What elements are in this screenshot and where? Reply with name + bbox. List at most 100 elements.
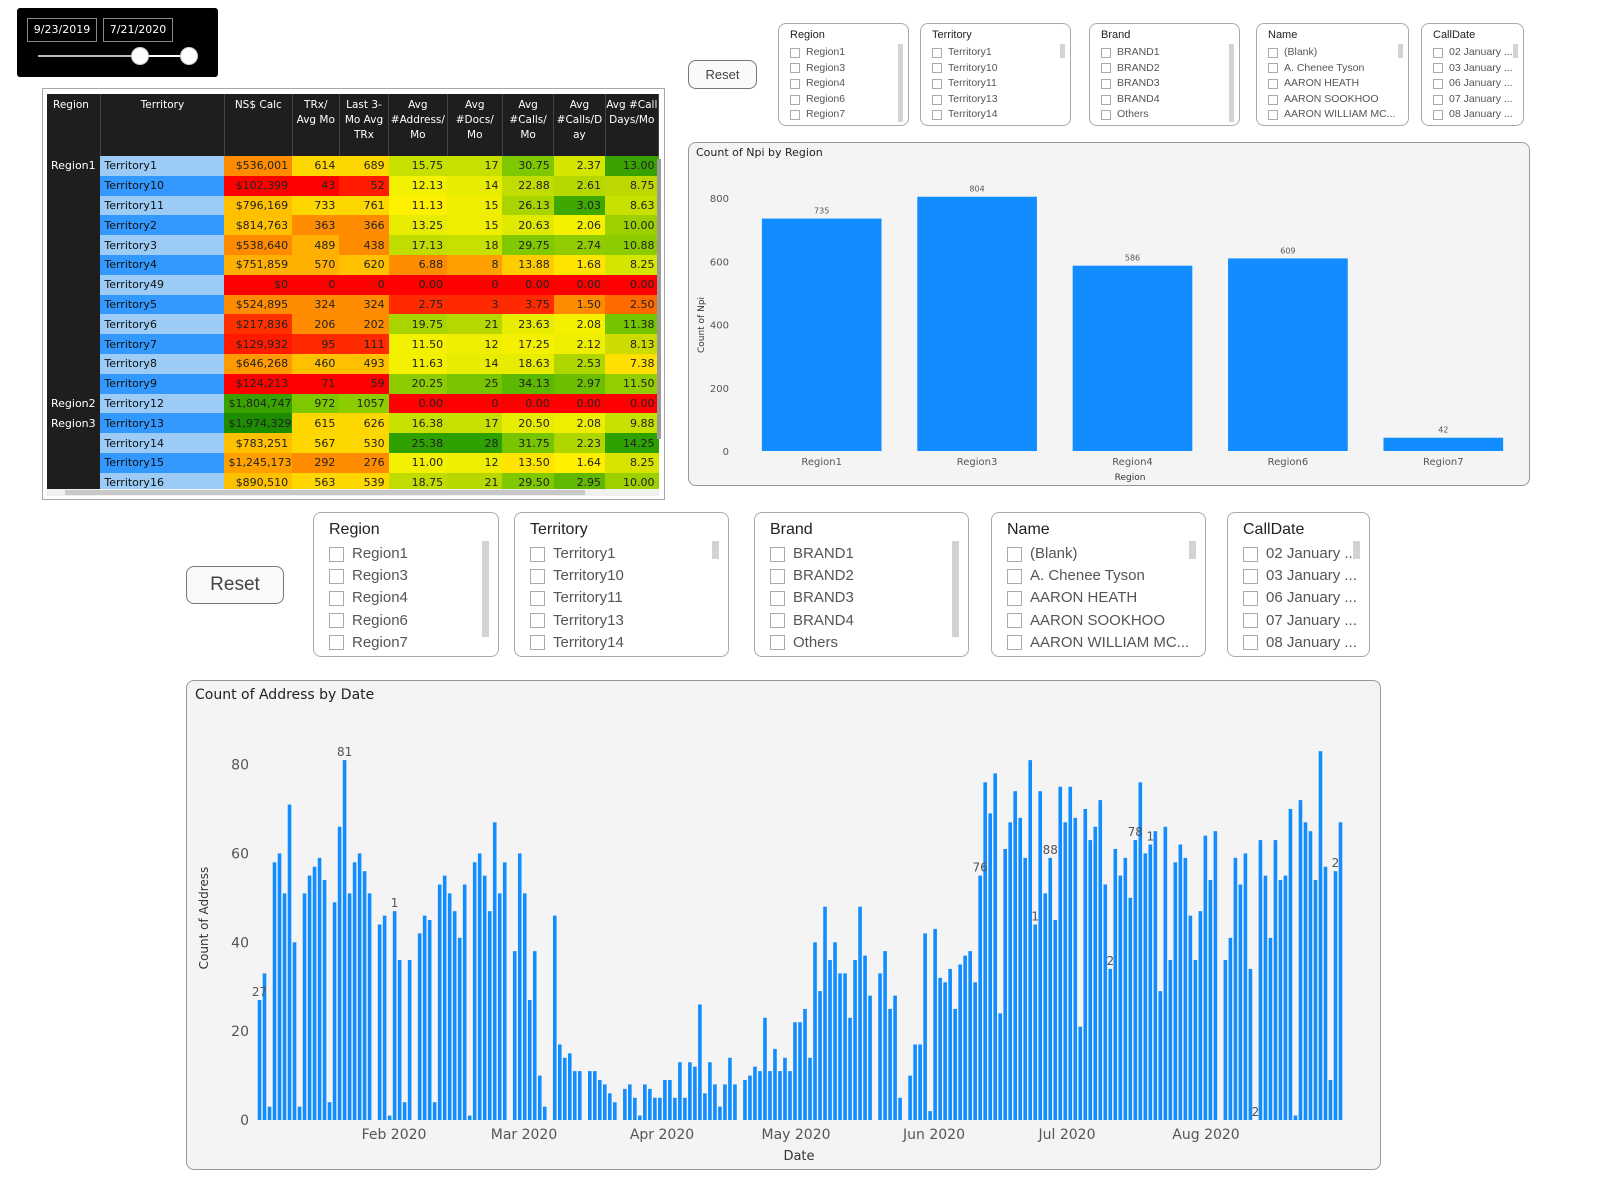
slicer-item[interactable]: 08 January ...	[1243, 632, 1357, 654]
checkbox-icon[interactable]	[932, 63, 942, 74]
slicer-item[interactable]: BRAND4	[1101, 92, 1160, 108]
slicer-item[interactable]: 06 January ...	[1243, 587, 1357, 609]
checkbox-icon[interactable]	[329, 635, 344, 651]
checkbox-icon[interactable]	[1433, 47, 1443, 58]
table-row[interactable]: Territory9 $124,213 71 59 20.25 25 34.13 2.97 11…	[47, 373, 659, 394]
checkbox-icon[interactable]	[1433, 94, 1443, 105]
checkbox-icon[interactable]	[530, 568, 545, 584]
checkbox-icon[interactable]	[1243, 590, 1258, 606]
checkbox-icon[interactable]	[1268, 63, 1278, 74]
matrix-header-6[interactable]: Avg #Docs/ Mo	[447, 94, 503, 156]
checkbox-icon[interactable]	[770, 546, 785, 562]
checkbox-icon[interactable]	[1268, 47, 1278, 58]
table-row[interactable]: Region3 Territory13 $1,974,329 615 626 16.38 1…	[47, 413, 659, 434]
slicer-item[interactable]: (Blank)	[1007, 543, 1189, 565]
table-row[interactable]: Territory49 $0 0 0 0.00 0 0.00 0.00 0.00	[47, 274, 659, 295]
slicer-item[interactable]: AARON HEATH	[1007, 587, 1189, 609]
matrix-header-4[interactable]: Last 3- Mo Avg TRx	[339, 94, 390, 156]
slicer-item[interactable]: Territory1	[932, 45, 998, 61]
slicer-item[interactable]: 06 January ...	[1433, 76, 1513, 92]
checkbox-icon[interactable]	[1101, 110, 1111, 121]
slicer-item[interactable]: Others	[1101, 107, 1160, 123]
slicer-item[interactable]: BRAND2	[770, 565, 854, 587]
slicer-scrollbar[interactable]	[1189, 541, 1196, 559]
checkbox-icon[interactable]	[770, 590, 785, 606]
slicer-item[interactable]: A. Chenee Tyson	[1007, 565, 1189, 587]
checkbox-icon[interactable]	[1007, 590, 1022, 606]
checkbox-icon[interactable]	[530, 590, 545, 606]
slicer-item[interactable]: Territory13	[530, 610, 624, 632]
slicer-item[interactable]: A. Chenee Tyson	[1268, 61, 1395, 77]
checkbox-icon[interactable]	[790, 63, 800, 74]
slicer-scrollbar[interactable]	[1229, 44, 1234, 122]
slicer-item[interactable]: Region1	[329, 543, 408, 565]
checkbox-icon[interactable]	[1243, 568, 1258, 584]
slicer-item[interactable]: Region7	[329, 632, 408, 654]
slicer-item[interactable]: BRAND3	[1101, 76, 1160, 92]
checkbox-icon[interactable]	[1101, 63, 1111, 74]
slicer-item[interactable]: Region1	[790, 45, 845, 61]
checkbox-icon[interactable]	[790, 110, 800, 121]
checkbox-icon[interactable]	[1268, 78, 1278, 89]
slicer-item[interactable]: Region4	[329, 587, 408, 609]
matrix-header-5[interactable]: Avg #Address/ Mo	[388, 94, 448, 156]
matrix-header-8[interactable]: Avg #Calls/D ay	[553, 94, 606, 156]
top-reset-button[interactable]: Reset	[688, 60, 757, 89]
slicer-item[interactable]: BRAND1	[770, 543, 854, 565]
checkbox-icon[interactable]	[790, 47, 800, 58]
slicer-item[interactable]: Territory11	[530, 587, 624, 609]
slicer-item[interactable]: AARON WILLIAM MC...	[1268, 107, 1395, 123]
slicer-item[interactable]: Territory10	[932, 61, 998, 77]
slicer-item[interactable]: Territory13	[932, 92, 998, 108]
slicer-scrollbar[interactable]	[712, 541, 719, 559]
end-date-box[interactable]: 7/21/2020	[103, 18, 173, 42]
checkbox-icon[interactable]	[1433, 110, 1443, 121]
checkbox-icon[interactable]	[530, 546, 545, 562]
checkbox-icon[interactable]	[1007, 546, 1022, 562]
table-row[interactable]: Territory8 $646,268 460 493 11.63 14 18.63 2.53…	[47, 353, 659, 374]
table-row[interactable]: Territory16 $890,510 563 539 18.75 21 29.50 2.9…	[47, 472, 659, 490]
table-row[interactable]: Territory3 $538,640 489 438 17.13 18 29.75 2.74…	[47, 235, 659, 255]
checkbox-icon[interactable]	[1268, 110, 1278, 121]
slicer-scrollbar[interactable]	[1060, 44, 1065, 58]
checkbox-icon[interactable]	[530, 613, 545, 629]
checkbox-icon[interactable]	[1268, 94, 1278, 105]
checkbox-icon[interactable]	[1101, 47, 1111, 58]
checkbox-icon[interactable]	[329, 568, 344, 584]
slicer-item[interactable]: AARON SOOKHOO	[1268, 92, 1395, 108]
table-row[interactable]: Territory15 $1,245,173 292 276 11.00 12 13.50 1…	[47, 452, 659, 473]
slicer-item[interactable]: AARON WILLIAM MC...	[1007, 632, 1189, 654]
matrix-header-9[interactable]: Avg #Call Days/Mo	[605, 94, 659, 156]
slicer-item[interactable]: 02 January ...	[1243, 543, 1357, 565]
slicer-item[interactable]: Region6	[329, 610, 408, 632]
checkbox-icon[interactable]	[1101, 94, 1111, 105]
slicer-item[interactable]: Region3	[790, 61, 845, 77]
checkbox-icon[interactable]	[1243, 546, 1258, 562]
checkbox-icon[interactable]	[1101, 78, 1111, 89]
checkbox-icon[interactable]	[329, 546, 344, 562]
slicer-scrollbar[interactable]	[898, 44, 903, 122]
checkbox-icon[interactable]	[770, 613, 785, 629]
slicer-item[interactable]: BRAND1	[1101, 45, 1160, 61]
start-date-box[interactable]: 9/23/2019	[27, 18, 97, 42]
slicer-scrollbar[interactable]	[1513, 44, 1518, 58]
checkbox-icon[interactable]	[329, 613, 344, 629]
slicer-item[interactable]: (Blank)	[1268, 45, 1395, 61]
slicer-scrollbar[interactable]	[952, 541, 959, 637]
checkbox-icon[interactable]	[932, 94, 942, 105]
date-range-slicer[interactable]: 9/23/2019 7/21/2020	[17, 8, 218, 77]
table-row[interactable]: Region1 Territory1 $536,001 614 689 15.75 17 30…	[47, 156, 659, 176]
slicer-item[interactable]: Territory10	[530, 565, 624, 587]
matrix-header-0[interactable]: Region	[47, 94, 101, 156]
matrix-hscroll-thumb[interactable]	[65, 490, 585, 495]
slicer-item[interactable]: Region3	[329, 565, 408, 587]
slicer-item[interactable]: BRAND3	[770, 587, 854, 609]
checkbox-icon[interactable]	[1007, 635, 1022, 651]
slicer-item[interactable]: Territory11	[932, 76, 998, 92]
checkbox-icon[interactable]	[1433, 63, 1443, 74]
slicer-item[interactable]: 07 January ...	[1243, 610, 1357, 632]
checkbox-icon[interactable]	[790, 94, 800, 105]
table-row[interactable]: Territory6 $217,836 206 202 19.75 21 23.63 2.08…	[47, 314, 659, 335]
checkbox-icon[interactable]	[329, 590, 344, 606]
checkbox-icon[interactable]	[1433, 78, 1443, 89]
